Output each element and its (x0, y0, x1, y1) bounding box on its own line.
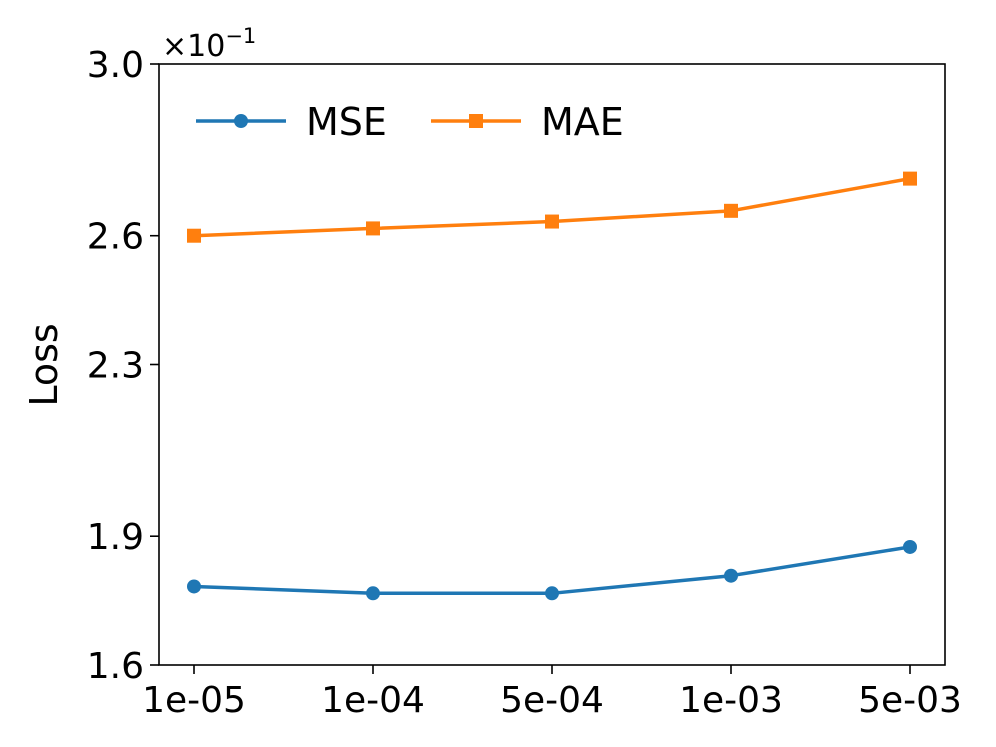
series-layer (187, 171, 917, 601)
y-tick-label: 1.6 (87, 646, 144, 687)
x-tick-label: 5e-03 (858, 680, 962, 721)
mse-data-point (724, 568, 738, 583)
mse-legend-label: MSE (306, 100, 387, 144)
mse-data-point (366, 586, 380, 601)
legend: MSE MAE (196, 100, 624, 144)
y-offset-base: ×10 (162, 29, 225, 64)
mae-data-point (187, 228, 201, 243)
y-axis-offset-label: ×10−1 (162, 24, 256, 64)
x-tick-label: 1e-05 (142, 680, 246, 721)
mae-data-point (903, 171, 917, 186)
y-tick-label: 2.6 (87, 217, 144, 258)
plot-area (159, 64, 945, 665)
mae-legend-marker (469, 114, 483, 128)
y-axis: 1.6 1.9 2.3 2.6 3.0 (87, 45, 159, 687)
mse-legend-marker (234, 114, 248, 128)
y-tick-label: 1.9 (87, 517, 144, 558)
y-tick-label: 2.3 (87, 346, 144, 387)
x-tick-label: 5e-04 (500, 680, 604, 721)
y-offset-exponent: −1 (225, 24, 256, 48)
mae-data-point (724, 203, 738, 218)
mae-data-point (366, 221, 380, 236)
mae-legend-label: MAE (541, 100, 624, 144)
mae-data-point (545, 214, 559, 229)
x-axis: 1e-05 1e-04 5e-04 1e-03 5e-03 (142, 665, 962, 721)
y-tick-label: 3.0 (87, 45, 144, 86)
y-axis-label: Loss (22, 323, 66, 406)
mse-data-point (545, 586, 559, 601)
x-tick-label: 1e-04 (321, 680, 425, 721)
mse-data-point (903, 539, 917, 554)
x-tick-label: 1e-03 (679, 680, 783, 721)
mse-data-point (187, 579, 201, 594)
